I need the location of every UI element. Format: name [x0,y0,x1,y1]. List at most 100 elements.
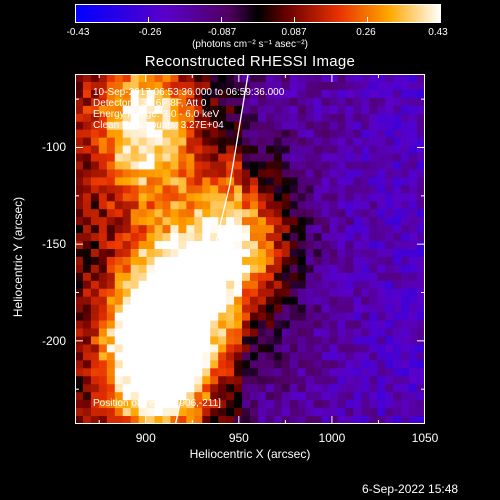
heatmap-cell [218,376,227,385]
heatmap-cell [401,185,410,194]
heatmap-cell [385,225,394,234]
heatmap-cell [138,392,147,401]
heatmap-cell [329,153,338,162]
heatmap-cell [90,408,100,417]
heatmap-cell [242,416,251,424]
heatmap-cell [122,288,132,298]
heatmap-cell [82,217,92,226]
heatmap-cell [265,233,275,242]
heatmap-cell [361,217,370,226]
heatmap-cell [361,392,370,401]
heatmap-cell [75,264,84,274]
heatmap-cell [98,264,108,274]
colorbar-tick-marks [75,17,441,23]
heatmap-cell [409,217,418,226]
heatmap-cell [273,97,283,107]
heatmap-cell [98,161,108,170]
heatmap-cell [257,328,267,337]
heatmap-cell [345,344,354,353]
heatmap-cell [409,225,418,234]
heatmap-cell [401,161,410,170]
solar-limb-line [174,74,249,424]
heatmap-cell [226,280,235,290]
heatmap-cell [369,392,378,401]
heatmap-cell [114,105,124,115]
heatmap-cell [82,129,92,139]
heatmap-cell [226,193,235,202]
heatmap-cell [337,296,346,306]
heatmap-cell [305,145,315,154]
heatmap-cell [377,121,386,131]
heatmap-cell [186,225,195,234]
heatmap-cell [114,392,124,401]
heatmap-cell [265,288,275,298]
heatmap-cell [82,241,92,250]
footer-date: 6-Sep-2022 15:48 [362,482,459,496]
heatmap-cell [265,392,275,401]
heatmap-cell [273,408,283,417]
heatmap-cell [226,113,235,123]
heatmap-cell [178,352,187,361]
heatmap-cell [265,81,275,91]
heatmap-cell [409,256,418,266]
heatmap-cell [154,304,163,314]
heatmap-cell [218,177,227,186]
heatmap-cell [297,113,307,123]
heatmap-cell [130,193,140,202]
heatmap-cell [329,145,338,154]
heatmap-cell [281,217,291,226]
heatmap-cell [162,137,171,146]
heatmap-cell [289,304,299,314]
heatmap-cell [401,320,410,329]
heatmap-cell [369,177,378,186]
heatmap-cell [242,137,251,146]
heatmap-cell [194,376,203,385]
heatmap-cell [257,304,267,314]
heatmap-cell [138,121,147,131]
heatmap-cell [138,344,147,353]
heatmap-cell [106,384,116,393]
heatmap-cell [75,74,84,83]
heatmap-cell [345,352,354,361]
heatmap-cell [257,288,267,298]
heatmap-cell [329,217,338,226]
heatmap-cell [82,336,92,345]
heatmap-cell [401,113,410,123]
heatmap-cell [345,416,354,424]
heatmap-cell [257,233,267,242]
heatmap-cell [242,376,251,385]
heatmap-cell [353,288,362,298]
heatmap-cell [130,352,140,361]
heatmap-cell [337,408,346,417]
heatmap-cell [329,129,338,139]
heatmap-cell [234,89,243,99]
heatmap-cell [114,376,124,385]
heatmap-cell [377,280,386,290]
colorbar-tick-label: -0.26 [138,27,162,38]
heatmap-cell [202,129,211,139]
heatmap-cell [75,328,84,337]
heatmap-cell [154,233,163,242]
heatmap-cell [273,376,283,385]
heatmap-cell [82,249,92,258]
heatmap-cell [337,264,346,274]
heatmap-cell [313,376,322,385]
heatmap-cell [297,288,307,298]
heatmap-cell [226,320,235,329]
heatmap-cell [122,137,132,146]
heatmap-cell [194,416,203,424]
heatmap-cell [401,233,410,242]
heatmap-cell [385,256,394,266]
heatmap-cell [234,392,243,401]
heatmap-cell [186,376,195,385]
heatmap-cell [385,113,394,123]
heatmap-cell [138,129,147,139]
heatmap-cell [273,81,283,91]
heatmap-cell [369,74,378,83]
heatmap-cell [329,264,338,274]
heatmap-cell [82,272,92,282]
heatmap-cell [218,225,227,234]
heatmap-cell [170,336,179,345]
heatmap-cell [162,177,171,186]
heatmap-cell [337,241,346,250]
